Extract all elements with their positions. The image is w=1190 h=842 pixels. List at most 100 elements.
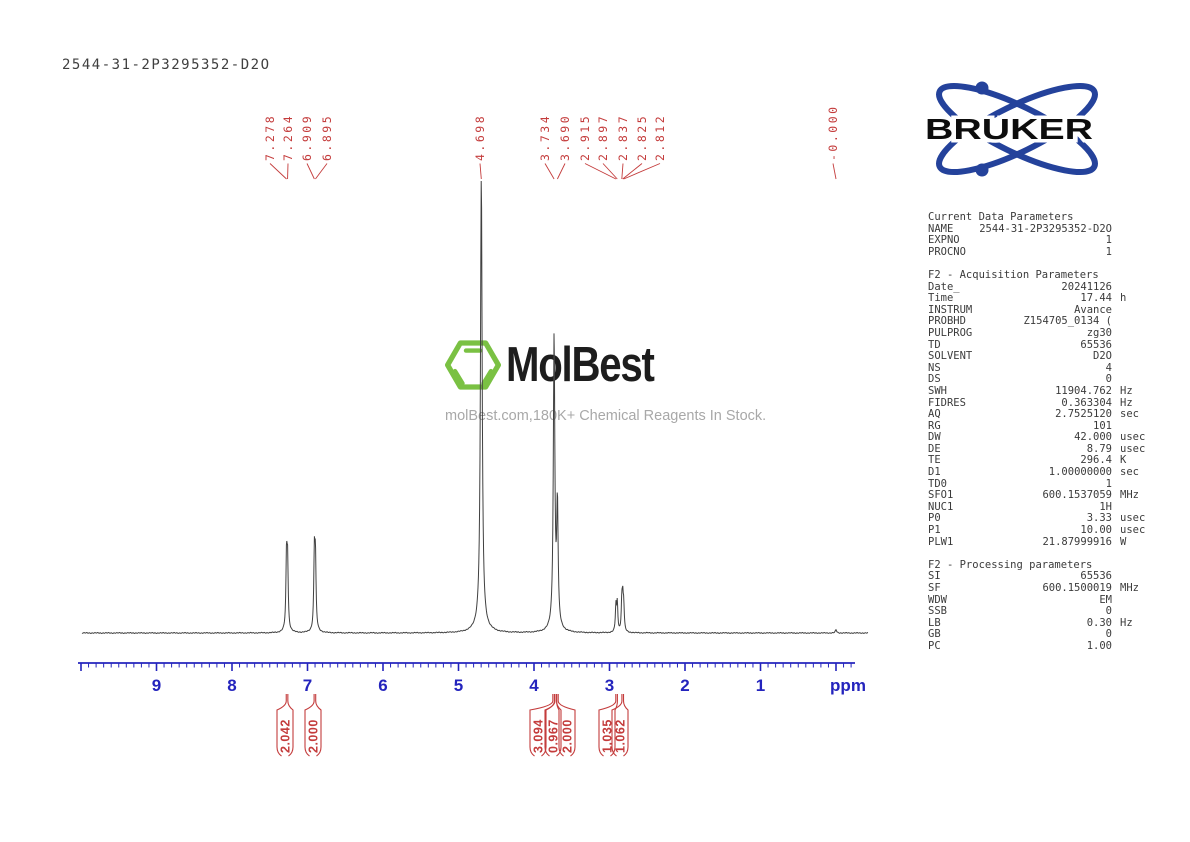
peak-label: 2.812 xyxy=(653,114,667,161)
parameter-unit xyxy=(1112,595,1152,607)
parameter-name: P0 xyxy=(928,512,941,525)
parameter-row: PROCNO 1 xyxy=(928,245,1152,259)
parameter-name: PROBHD xyxy=(928,315,966,328)
parameter-value: 1H xyxy=(1099,500,1112,513)
parameter-value: 1.00000000 xyxy=(1048,466,1112,479)
parameter-row: Time 17.44 h xyxy=(928,293,1152,305)
parameter-row: SI 65536 xyxy=(928,571,1152,583)
peak-connector xyxy=(621,163,624,180)
peak-label: 2.915 xyxy=(578,114,592,161)
integral-bracket-right xyxy=(315,694,322,757)
parameter-row: WDW EM xyxy=(928,593,1152,607)
parameter-section-header: Current Data Parameters xyxy=(928,211,1074,223)
parameter-name: PC xyxy=(928,639,941,652)
bruker-wordmark: BRUKER xyxy=(925,114,1093,146)
parameter-row: PROBHD Z154705_0134 ( xyxy=(928,316,1152,328)
x-axis-tick-label: 3 xyxy=(605,676,614,695)
parameter-name: NAME xyxy=(928,222,954,235)
integral-value: 2.000 xyxy=(307,719,321,753)
parameter-unit xyxy=(1112,340,1152,352)
peak-connector xyxy=(557,163,566,180)
integral-bracket-left xyxy=(556,694,564,757)
parameter-row: LB 0.30 Hz xyxy=(928,617,1152,630)
parameter-name: TD0 xyxy=(928,477,947,490)
parameters-panel: Current Data Parameters NAME 2544-31-2P329… xyxy=(928,211,1152,653)
parameter-section-header: F2 - Processing parameters xyxy=(928,558,1093,571)
parameter-unit xyxy=(1112,316,1152,328)
parameter-value: 1 xyxy=(1105,477,1112,490)
parameter-name: EXPNO xyxy=(928,234,960,247)
parameter-name: NUC1 xyxy=(928,500,954,513)
spectrum-title: 2544-31-2P3295352-D2O xyxy=(62,57,271,73)
parameter-value: 0.363304 xyxy=(1061,396,1112,409)
parameter-value: 0 xyxy=(1105,373,1112,386)
integral-bracket-right xyxy=(610,694,618,757)
parameter-value: 1.00 xyxy=(1086,639,1112,652)
parameter-unit: Hz xyxy=(1120,396,1133,409)
parameter-unit: usec xyxy=(1120,442,1146,455)
parameter-row: FIDRES 0.363304 Hz xyxy=(928,396,1152,410)
peak-label: 7.278 xyxy=(263,114,277,161)
parameter-name: D1 xyxy=(928,466,941,479)
parameter-value: 600.1500019 xyxy=(1042,582,1112,594)
parameter-value: 1 xyxy=(1105,245,1112,258)
peak-connector xyxy=(269,163,287,180)
peak-label: 2.897 xyxy=(596,114,610,161)
parameter-unit: K xyxy=(1120,454,1127,467)
parameter-row: PLW1 21.87999916 W xyxy=(928,535,1152,549)
parameter-name: P1 xyxy=(928,524,941,537)
bruker-orbits-icon: BRUKER xyxy=(922,81,1098,177)
parameter-row: TD0 1 xyxy=(928,477,1152,491)
peak-label: 2.825 xyxy=(635,114,649,161)
x-axis-tick-label: 6 xyxy=(378,676,387,695)
peak-connector xyxy=(622,163,643,180)
peak-connector xyxy=(832,163,837,180)
parameter-row: PULPROG zg30 xyxy=(928,327,1152,340)
parameter-name: Date_ xyxy=(928,280,960,293)
integral-bracket-left xyxy=(598,694,617,757)
x-axis-tick-label: 9 xyxy=(152,676,161,695)
parameter-value: 0 xyxy=(1105,605,1112,618)
parameter-value: 11904.762 xyxy=(1055,384,1112,397)
parameter-section: F2 - Processing parameters SI 65536 SF 600.1… xyxy=(928,558,1152,653)
peak-label: -0.000 xyxy=(826,104,840,161)
parameter-unit xyxy=(1112,282,1152,294)
peak-label: 3.734 xyxy=(538,114,552,161)
parameter-row: SSB 0 xyxy=(928,606,1152,618)
parameter-value: D2O xyxy=(1093,350,1112,363)
spectrum-trace xyxy=(81,180,869,635)
peak-label: 3.690 xyxy=(558,114,572,161)
parameter-unit: sec xyxy=(1120,408,1139,421)
parameter-value: 2.7525120 xyxy=(1055,408,1112,421)
parameter-unit xyxy=(1112,224,1152,236)
integral-value: 3.094 xyxy=(532,719,546,753)
x-axis-tick-label: 2 xyxy=(680,676,689,695)
parameter-row: SF 600.1500019 MHz xyxy=(928,582,1152,595)
parameter-unit xyxy=(1112,235,1152,247)
parameter-value: 21.87999916 xyxy=(1042,535,1112,548)
parameter-row: Date_ 20241126 xyxy=(928,280,1152,294)
parameter-value: 10.00 xyxy=(1080,524,1112,537)
parameter-unit xyxy=(1112,363,1152,375)
parameter-name: DS xyxy=(928,373,941,386)
peak-connector xyxy=(315,163,328,180)
parameter-unit xyxy=(1112,305,1152,317)
x-axis-tick-label: 8 xyxy=(227,676,236,695)
parameter-value: 296.4 xyxy=(1080,454,1112,467)
bruker-dot-bottom xyxy=(975,163,989,177)
parameter-value: 65536 xyxy=(1080,338,1112,351)
parameter-unit: sec xyxy=(1120,466,1139,479)
parameter-unit xyxy=(1112,629,1152,641)
parameter-row: SFO1 600.1537059 MHz xyxy=(928,490,1152,502)
peak-connector xyxy=(584,163,617,180)
parameter-value: 600.1537059 xyxy=(1042,489,1112,502)
parameter-value: EM xyxy=(1099,593,1112,606)
parameter-row: P0 3.33 usec xyxy=(928,513,1152,525)
parameter-row: P1 10.00 usec xyxy=(928,524,1152,537)
parameter-name: DE xyxy=(928,442,941,455)
parameter-row: SOLVENT D2O xyxy=(928,351,1152,363)
parameter-value: Z154705_0134 ( xyxy=(1023,315,1112,328)
parameter-name: SWH xyxy=(928,384,947,397)
parameter-name: SOLVENT xyxy=(928,350,973,363)
